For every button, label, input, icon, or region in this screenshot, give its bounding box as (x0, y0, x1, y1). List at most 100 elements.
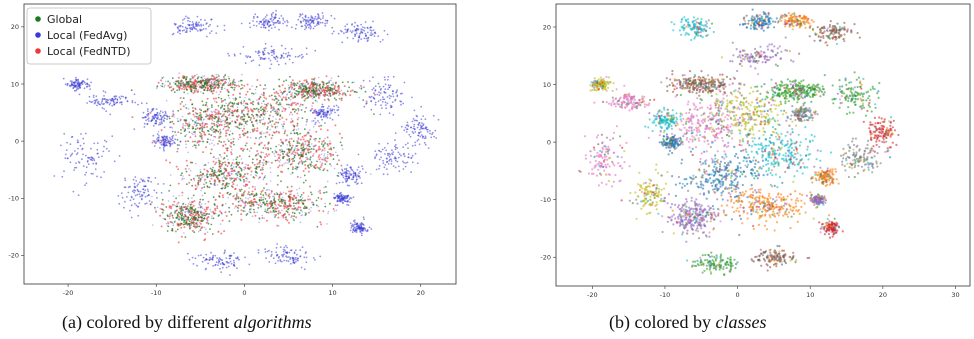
a-point-local-fedntd (296, 118, 299, 121)
a-point-local-fedavg (264, 26, 267, 29)
a-point-local-fedntd (231, 110, 234, 112)
a-point-global (312, 85, 314, 88)
a-point-global (260, 156, 263, 159)
a-point-local-fedavg (311, 120, 313, 122)
a-point-local-fedavg (144, 189, 147, 192)
a-point-global (294, 154, 296, 157)
a-point-local-fedavg (317, 190, 320, 193)
a-point-local-fedntd (149, 111, 152, 114)
a-point-local-fedavg (147, 190, 150, 193)
a-point-local-fedavg (113, 101, 115, 104)
a-point-global (235, 194, 238, 196)
a-point-local-fedavg (280, 15, 283, 17)
a-point-local-fedavg (205, 253, 208, 256)
a-point-local-fedavg (191, 256, 194, 259)
a-point-local-fedavg (364, 32, 367, 35)
a-point-local-fedavg (131, 101, 134, 104)
a-point-global (205, 101, 208, 104)
a-point-local-fedavg (354, 33, 356, 36)
a-point-global (195, 115, 198, 118)
a-point-local-fedavg (188, 127, 190, 130)
a-point-local-fedavg (86, 78, 89, 81)
a-point-local-fedavg (279, 57, 282, 60)
a-point-local-fedavg (124, 200, 126, 203)
a-point-global (360, 87, 363, 90)
a-point-local-fedavg (101, 98, 104, 101)
a-point-global (302, 95, 305, 98)
a-point-local-fedavg (312, 126, 315, 128)
a-point-local-fedavg (316, 114, 318, 117)
a-point-local-fedavg (344, 175, 347, 178)
a-point-local-fedntd (278, 118, 281, 121)
a-point-global (354, 90, 357, 93)
a-point-local-fedavg (151, 201, 153, 204)
a-point-local-fedavg (202, 75, 204, 78)
a-point-local-fedntd (279, 154, 282, 157)
a-point-local-fedntd (225, 215, 228, 217)
a-point-local-fedntd (284, 199, 287, 202)
a-point-local-fedntd (243, 127, 246, 130)
a-point-global (213, 169, 216, 172)
a-point-local-fedntd (179, 102, 182, 105)
a-point-global (235, 161, 238, 164)
a-point-local-fedavg (203, 226, 206, 229)
a-point-local-fedavg (416, 119, 418, 122)
a-point-local-fedavg (278, 144, 280, 146)
a-point-global (161, 77, 164, 79)
a-point-local-fedavg (326, 113, 328, 115)
a-point-global (196, 210, 198, 213)
a-point-local-fedntd (288, 190, 291, 193)
a-point-global (216, 76, 218, 79)
a-point-local-fedavg (159, 112, 161, 115)
a-point-local-fedntd (255, 130, 258, 132)
a-point-local-fedavg (221, 177, 224, 179)
a-point-global (192, 110, 195, 112)
a-point-global (285, 216, 287, 219)
a-point-local-fedavg (275, 246, 278, 249)
a-point-local-fedavg (105, 140, 108, 143)
a-point-local-fedavg (293, 251, 296, 254)
a-point-local-fedavg (95, 95, 98, 98)
a-point-local-fedntd (162, 203, 165, 206)
a-point-local-fedavg (376, 93, 379, 96)
a-point-local-fedavg (143, 126, 146, 128)
a-point-global (287, 103, 290, 106)
a-point-local-fedavg (300, 214, 303, 217)
a-point-local-fedavg (280, 151, 282, 153)
a-point-global (213, 182, 216, 185)
a-point-local-fedavg (269, 103, 272, 105)
a-point-local-fedavg (139, 190, 142, 193)
a-point-local-fedavg (385, 107, 388, 110)
a-point-local-fedavg (348, 184, 350, 187)
a-point-global (282, 142, 284, 145)
a-point-local-fedavg (173, 81, 175, 84)
a-point-local-fedavg (130, 204, 133, 207)
a-point-local-fedavg (360, 38, 363, 40)
a-point-local-fedavg (313, 110, 315, 112)
a-point-local-fedavg (261, 214, 264, 217)
a-point-local-fedavg (191, 27, 194, 29)
a-point-local-fedntd (171, 115, 174, 118)
a-point-local-fedavg (357, 39, 360, 42)
a-point-local-fedavg (311, 80, 314, 83)
a-point-local-fedntd (251, 102, 253, 104)
a-point-local-fedavg (349, 30, 352, 32)
a-point-global (324, 142, 326, 145)
a-point-local-fedavg (394, 132, 397, 135)
a-point-global (310, 163, 312, 166)
a-point-global (178, 211, 180, 214)
a-point-global (204, 104, 207, 107)
a-point-local-fedavg (97, 152, 99, 155)
a-point-local-fedavg (181, 85, 183, 88)
a-point-local-fedntd (247, 164, 250, 167)
a-point-local-fedavg (156, 112, 159, 114)
a-point-local-fedavg (225, 266, 228, 269)
a-point-local-fedavg (366, 229, 369, 232)
a-point-global (329, 92, 332, 95)
a-point-local-fedavg (223, 119, 225, 122)
a-point-local-fedntd (243, 84, 246, 87)
a-point-global (293, 110, 296, 113)
a-point-local-fedavg (276, 125, 279, 128)
a-point-local-fedavg (343, 32, 345, 35)
a-point-local-fedavg (348, 171, 351, 173)
